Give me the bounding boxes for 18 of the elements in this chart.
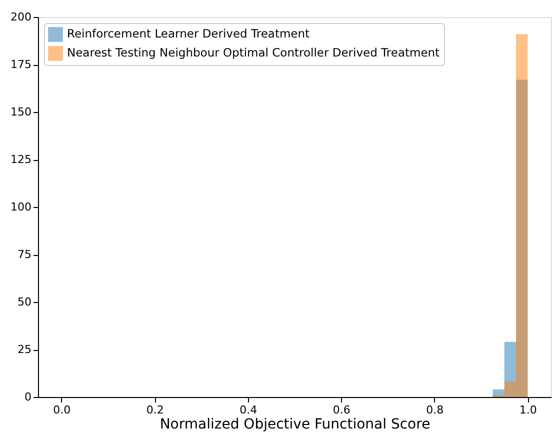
x-tick-label: 0.8 <box>426 404 444 416</box>
y-tick-label: 100 <box>10 200 32 214</box>
y-tick-label: 150 <box>10 106 32 118</box>
x-tick-label: 0.0 <box>53 404 71 416</box>
y-tick-label: 175 <box>10 58 32 71</box>
y-tick-label: 0 <box>24 390 32 404</box>
legend-label: Reinforcement Learner Derived Treatment <box>67 26 310 40</box>
y-tick-label: 125 <box>10 153 32 166</box>
x-tick-label: 0.2 <box>146 404 164 416</box>
legend-label: Nearest Testing Neighbour Optimal Controller Derived Treatment <box>67 46 440 60</box>
x-tick-label: 0.6 <box>332 404 350 416</box>
x-axis-title: Normalized Objective Functional Score <box>160 416 430 432</box>
y-tick-label: 50 <box>18 296 32 308</box>
y-tick-label: 200 <box>10 10 32 24</box>
y-tick-label: 75 <box>18 248 32 261</box>
x-tick-label: 1.0 <box>519 404 537 416</box>
x-tick-label: 0.4 <box>240 404 258 416</box>
y-tick-label: 25 <box>18 343 32 356</box>
